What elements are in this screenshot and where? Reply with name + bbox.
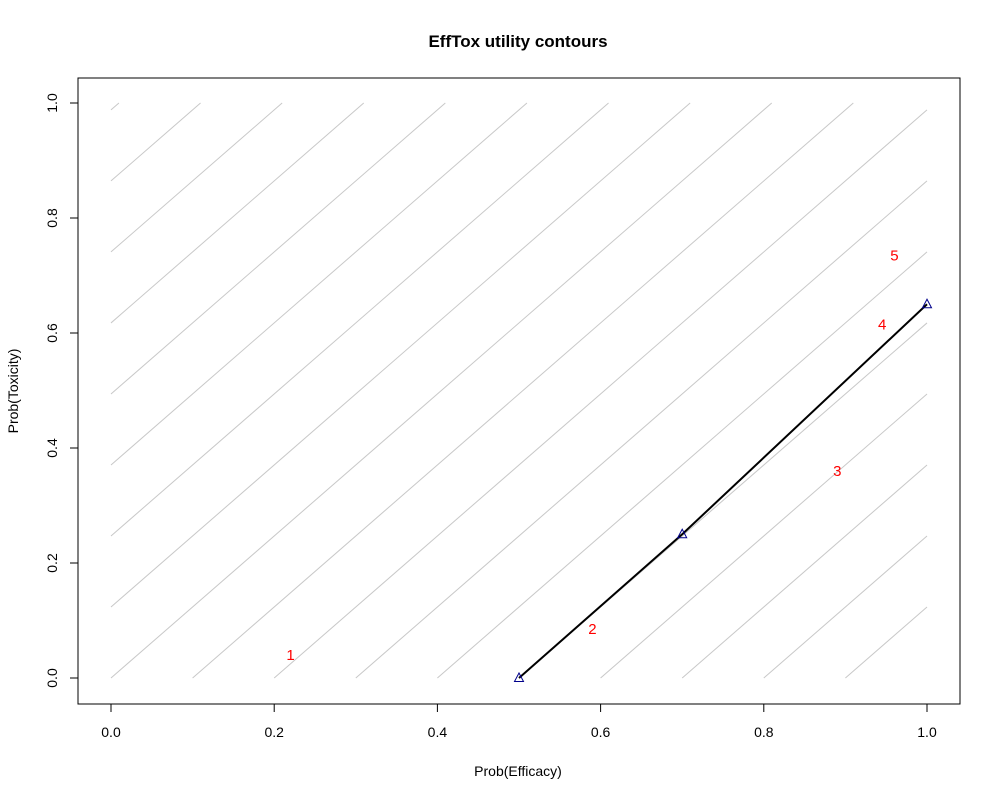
x-tick-label: 0.8 xyxy=(754,724,774,740)
contour-line xyxy=(110,102,773,679)
contour-line xyxy=(110,102,446,395)
contour-line xyxy=(110,102,283,253)
x-axis-label: Prob(Efficacy) xyxy=(474,763,562,779)
triangle-marker xyxy=(676,528,688,539)
y-tick-label: 0.0 xyxy=(44,668,60,688)
highlighted-contour-line xyxy=(518,303,928,679)
contour-line xyxy=(110,102,120,111)
chart-title: EffTox utility contours xyxy=(428,32,607,51)
dose-label: 2 xyxy=(588,621,596,638)
x-tick-label: 0.4 xyxy=(428,724,448,740)
contour-line xyxy=(600,393,928,679)
dose-label: 1 xyxy=(286,647,294,664)
contour-line xyxy=(437,251,928,679)
y-tick-label: 0.2 xyxy=(44,553,60,573)
y-axis-label: Prob(Toxicity) xyxy=(5,349,21,434)
triangle-marker xyxy=(921,298,933,309)
contour-line xyxy=(110,102,691,608)
contour-line xyxy=(192,102,854,679)
contour-line xyxy=(763,535,928,679)
contour-line xyxy=(681,464,928,679)
y-tick-label: 0.6 xyxy=(44,323,60,343)
x-axis: 0.0 0.2 0.4 0.6 0.8 1.0 xyxy=(101,703,937,740)
y-axis: 0.0 0.2 0.4 0.6 0.8 1.0 xyxy=(44,93,79,688)
contour-line xyxy=(110,102,528,466)
contour-line xyxy=(110,102,609,537)
x-tick-label: 0.0 xyxy=(101,724,121,740)
dose-label: 3 xyxy=(833,463,841,480)
contour-line xyxy=(273,109,928,679)
plot-frame xyxy=(77,77,961,705)
triangle-marker xyxy=(513,671,525,682)
contour-lines xyxy=(110,102,928,679)
y-tick-label: 1.0 xyxy=(44,93,60,113)
dose-labels: 1 2 3 4 5 xyxy=(286,247,898,664)
y-tick-label: 0.4 xyxy=(44,438,60,458)
contour-line xyxy=(110,102,365,324)
contour-line xyxy=(355,180,928,679)
dose-label: 4 xyxy=(878,316,886,333)
x-tick-label: 0.6 xyxy=(591,724,611,740)
y-tick-label: 0.8 xyxy=(44,208,60,228)
x-tick-label: 1.0 xyxy=(917,724,937,740)
x-tick-label: 0.2 xyxy=(264,724,284,740)
highlighted-contour xyxy=(513,298,933,682)
contour-line xyxy=(110,102,201,182)
dose-label: 5 xyxy=(890,247,898,264)
contour-line xyxy=(845,606,928,679)
